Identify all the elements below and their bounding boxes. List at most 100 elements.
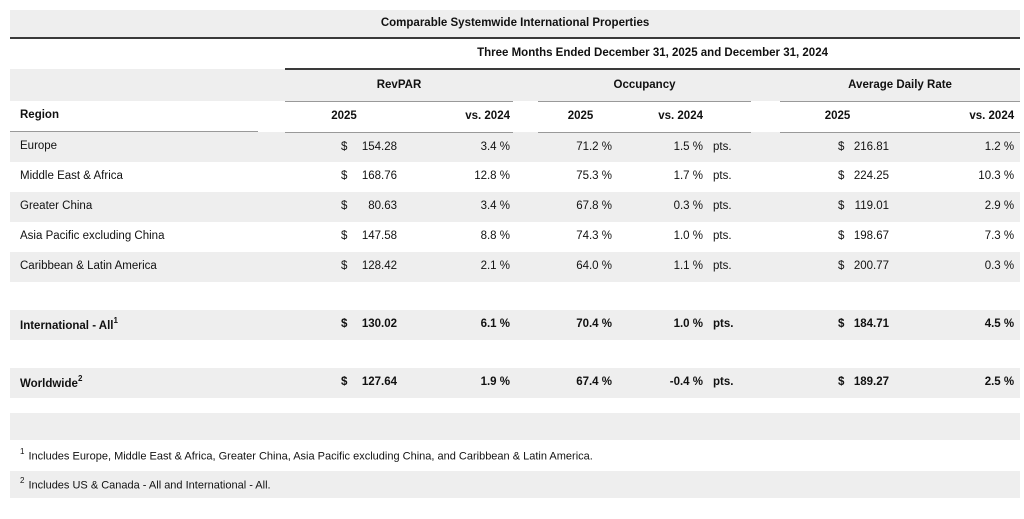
spacer-cell xyxy=(10,340,1021,368)
spacer-cell xyxy=(10,398,1021,413)
table-row-caribbean-latin-america: Caribbean & Latin America $128.42 2.1 % … xyxy=(10,252,1021,282)
adr-2025-value: 216.81 xyxy=(853,140,889,153)
period-spacer xyxy=(10,38,285,69)
column-header-region-cell: Region xyxy=(10,101,285,132)
revpar-vs-cell: 6.1 % xyxy=(403,310,513,340)
currency-symbol: $ xyxy=(341,140,348,153)
adr-vs-header: vs. 2024 xyxy=(895,101,1021,133)
revpar-2025-value: 154.28 xyxy=(361,140,397,153)
gap-cell xyxy=(513,222,538,252)
region-cell: Asia Pacific excluding China xyxy=(10,222,285,252)
pts-label: pts. xyxy=(711,310,751,340)
occupancy-2025-cell: 71.2 % xyxy=(538,132,623,162)
revpar-2025-value: 80.63 xyxy=(368,200,397,213)
table-row-asia-pacific-excluding-china: Asia Pacific excluding China $147.58 8.8… xyxy=(10,222,1021,252)
currency-symbol: $ xyxy=(838,376,845,389)
occupancy-2025-cell: 75.3 % xyxy=(538,162,623,192)
comparable-properties-table: Comparable Systemwide International Prop… xyxy=(10,10,1021,498)
currency-symbol: $ xyxy=(838,318,845,331)
spacer-row xyxy=(10,398,1021,413)
gap-cell xyxy=(285,310,325,340)
period-header: Three Months Ended December 31, 2025 and… xyxy=(285,38,1021,70)
revpar-2025-cell: $147.58 xyxy=(325,222,403,252)
footnote-text-1: Includes Europe, Middle East & Africa, G… xyxy=(28,450,593,463)
revpar-2025-value: 128.42 xyxy=(361,260,397,273)
occupancy-2025-cell: 64.0 % xyxy=(538,252,623,282)
gap-cell xyxy=(780,252,830,282)
revpar-vs-cell: 12.8 % xyxy=(403,162,513,192)
adr-vs-cell: 10.3 % xyxy=(895,162,1021,192)
pts-label: pts. xyxy=(711,132,751,162)
gap-cell xyxy=(285,132,325,162)
spacer-cell xyxy=(10,282,1021,310)
gap-cell xyxy=(285,192,325,222)
currency-symbol: $ xyxy=(341,260,348,273)
revpar-2025-cell: $130.02 xyxy=(325,310,403,340)
column-gap xyxy=(751,101,780,132)
column-gap xyxy=(513,101,538,132)
pts-label: pts. xyxy=(711,222,751,252)
revpar-vs-header: vs. 2024 xyxy=(403,101,513,133)
occupancy-vs-cell: 0.3 % xyxy=(623,192,711,222)
footnote-row-1: 1 Includes Europe, Middle East & Africa, … xyxy=(10,440,1021,471)
currency-symbol: $ xyxy=(838,140,845,153)
gap-cell xyxy=(751,252,780,282)
occupancy-2025-cell: 67.4 % xyxy=(538,368,623,398)
revpar-2025-value: 147.58 xyxy=(361,230,397,243)
column-header-row: Region 2025 vs. 2024 2025 vs. 2024 2025 … xyxy=(10,101,1021,133)
revpar-2025-cell: $128.42 xyxy=(325,252,403,282)
group-header-occupancy: Occupancy xyxy=(538,69,751,102)
footnote-ref-1: 1 xyxy=(113,315,118,325)
adr-2025-value: 189.27 xyxy=(853,376,889,389)
column-header-region: Region xyxy=(10,101,258,132)
footnote-text-2: Includes US & Canada - All and Internati… xyxy=(28,479,271,492)
gap-cell xyxy=(513,252,538,282)
gap-cell xyxy=(513,162,538,192)
gap-cell xyxy=(780,132,830,162)
gap-cell xyxy=(780,162,830,192)
revpar-vs-cell: 3.4 % xyxy=(403,192,513,222)
occupancy-2025-cell: 74.3 % xyxy=(538,222,623,252)
footnote-ref-2: 2 xyxy=(77,373,83,383)
gap-cell xyxy=(513,192,538,222)
table-row-greater-china: Greater China $80.63 3.4 % 67.8 % 0.3 % … xyxy=(10,192,1021,222)
adr-2025-cell: $200.77 xyxy=(830,252,895,282)
gap-cell xyxy=(285,162,325,192)
revpar-2025-cell: $154.28 xyxy=(325,132,403,162)
adr-2025-cell: $216.81 xyxy=(830,132,895,162)
adr-2025-value: 184.71 xyxy=(853,318,889,331)
occupancy-year-header: 2025 xyxy=(538,101,623,133)
adr-2025-value: 198.67 xyxy=(853,230,889,243)
gap-cell xyxy=(751,192,780,222)
gap-cell xyxy=(285,252,325,282)
gap-cell xyxy=(780,310,830,340)
occupancy-vs-cell: 1.7 % xyxy=(623,162,711,192)
total-label: International - All xyxy=(20,319,114,332)
occupancy-2025-cell: 67.8 % xyxy=(538,192,623,222)
revpar-2025-value: 168.76 xyxy=(361,170,397,183)
revpar-2025-cell: $80.63 xyxy=(325,192,403,222)
revpar-vs-cell: 1.9 % xyxy=(403,368,513,398)
table-row-worldwide: Worldwide2 $127.64 1.9 % 67.4 % -0.4 % p… xyxy=(10,368,1021,398)
revpar-2025-cell: $168.76 xyxy=(325,162,403,192)
occupancy-vs-cell: 1.0 % xyxy=(623,310,711,340)
footnote-1: 1 Includes Europe, Middle East & Africa, … xyxy=(10,440,1021,471)
pts-label: pts. xyxy=(711,252,751,282)
group-header-adr: Average Daily Rate xyxy=(780,69,1021,102)
footnote-marker-1: 1 xyxy=(20,446,25,456)
occupancy-vs-cell: -0.4 % xyxy=(623,368,711,398)
currency-symbol: $ xyxy=(341,200,348,213)
gap-cell xyxy=(780,368,830,398)
adr-2025-cell: $119.01 xyxy=(830,192,895,222)
adr-vs-cell: 1.2 % xyxy=(895,132,1021,162)
spacer-row xyxy=(10,282,1021,310)
group-header-revpar: RevPAR xyxy=(285,69,513,102)
adr-2025-cell: $198.67 xyxy=(830,222,895,252)
region-cell: Middle East & Africa xyxy=(10,162,285,192)
adr-year-header: 2025 xyxy=(780,101,895,133)
currency-symbol: $ xyxy=(341,230,348,243)
gap-cell xyxy=(780,192,830,222)
gap-cell xyxy=(780,222,830,252)
adr-2025-value: 119.01 xyxy=(854,200,889,213)
footnote-row-2: 2 Includes US & Canada - All and Internat… xyxy=(10,471,1021,498)
